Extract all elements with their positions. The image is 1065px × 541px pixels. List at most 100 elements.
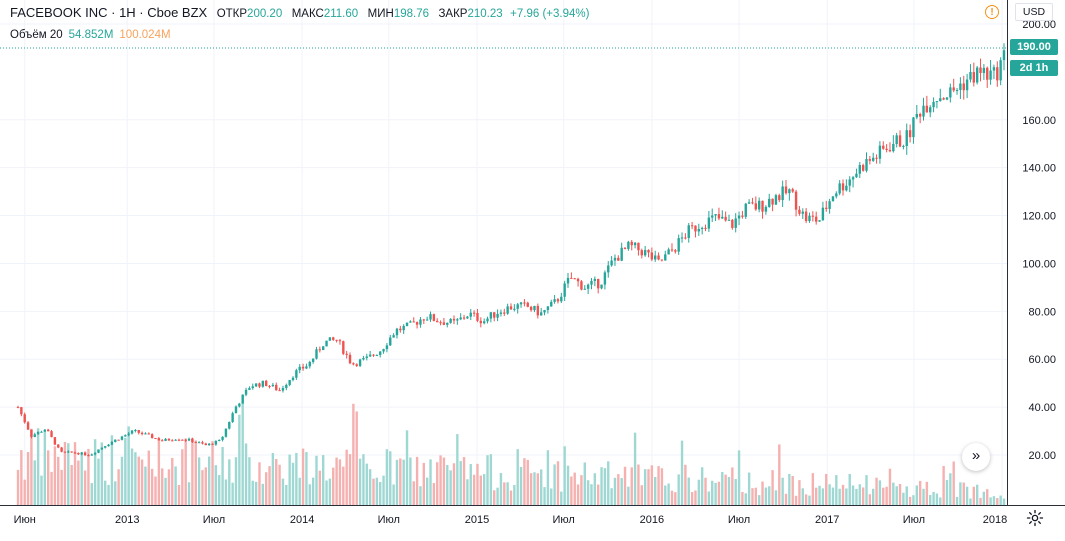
candle-body <box>456 319 459 321</box>
candle-body <box>811 215 815 217</box>
candle-body <box>982 67 986 74</box>
scroll-right-icon[interactable]: » <box>962 443 990 471</box>
volume-bar <box>503 482 506 505</box>
time-axis[interactable]: Июн 2013 Июл 2014 Июл 2015 Июл 2016 Июл 2017 Июл 20… <box>14 514 1008 526</box>
volume-bar <box>412 481 415 505</box>
last-price-tag: 190.00 <box>1010 39 1058 55</box>
volume-bar <box>419 486 422 505</box>
volume-bar <box>338 459 342 505</box>
candle-body <box>345 353 348 355</box>
candle-body <box>130 430 134 434</box>
candle-body <box>402 325 405 331</box>
candle-body <box>409 321 412 323</box>
candle-body <box>493 312 496 318</box>
candle-body <box>30 429 33 437</box>
volume-bar <box>244 443 248 505</box>
volume-bar <box>489 454 493 505</box>
candle-body <box>439 322 442 324</box>
price-axis[interactable]: 200.00 160.00 140.00 120.00 100.00 80.00 60.00… <box>1022 19 1056 462</box>
candle-body <box>553 299 556 302</box>
candle-body <box>697 228 701 232</box>
volume-bar <box>429 459 432 505</box>
volume-bar <box>321 455 325 505</box>
y-tick-label: 200.00 <box>1022 19 1056 31</box>
candle-body <box>228 421 231 429</box>
candle-body <box>241 394 244 404</box>
volume-bar <box>392 484 395 505</box>
volume-bar <box>630 467 633 505</box>
volume-bar <box>204 467 208 505</box>
y-tick-label: 160.00 <box>1022 115 1056 127</box>
volume-bar <box>197 457 201 505</box>
candle-body <box>596 278 600 289</box>
volume-bar <box>264 472 268 505</box>
volume-bar <box>234 457 238 505</box>
volume-bar <box>97 458 100 505</box>
candle-body <box>600 284 603 289</box>
candle-body <box>556 299 560 302</box>
volume-bar <box>53 446 57 505</box>
volume-bar <box>654 476 657 505</box>
volume-bar <box>794 495 798 505</box>
volume-bar <box>228 459 231 505</box>
candle-body <box>298 366 301 371</box>
volume-bar <box>493 490 496 505</box>
volume-bar <box>318 470 322 505</box>
candle-body <box>261 380 265 387</box>
volume-bar <box>231 482 234 505</box>
candle-body <box>221 436 224 440</box>
volume-bar <box>167 469 171 505</box>
candle-body <box>865 159 868 171</box>
volume-bar <box>174 466 177 505</box>
candle-body <box>607 265 610 273</box>
candle-body <box>342 341 345 354</box>
candle-body <box>731 219 734 228</box>
volume-bar <box>912 495 915 505</box>
candle-body <box>704 227 707 229</box>
volume-bar <box>855 488 858 505</box>
volume-bar <box>382 475 385 505</box>
volume-bar <box>583 462 586 505</box>
candle-body <box>291 377 295 380</box>
volume-bar <box>30 428 33 505</box>
volume-bar <box>288 454 291 505</box>
volume-bar <box>945 480 949 505</box>
candle-body <box>80 452 83 455</box>
volume-bar <box>224 479 228 505</box>
candle-body <box>452 318 456 321</box>
x-tick-label: 2018 <box>983 514 1007 526</box>
volume-bar <box>33 460 36 505</box>
currency-label[interactable]: USD <box>1015 3 1053 21</box>
volume-bar <box>93 439 97 505</box>
candle-body <box>389 337 392 346</box>
volume-bar <box>389 451 392 505</box>
candle-body <box>503 312 506 314</box>
high-value: 211.60 <box>323 8 359 20</box>
volume-bar <box>975 484 979 505</box>
candle-body <box>288 379 291 385</box>
candle-body <box>295 370 298 378</box>
volume-bar <box>194 440 197 505</box>
volume-bar <box>553 464 556 505</box>
volume-bar <box>875 477 878 505</box>
volume-bar <box>335 457 338 505</box>
candle-body <box>855 173 858 178</box>
candle-body <box>144 433 147 435</box>
gear-icon[interactable] <box>1026 509 1044 527</box>
candle-body <box>164 438 167 441</box>
volume-bar <box>687 477 690 505</box>
volume-bar <box>700 467 704 505</box>
volume-bar <box>918 480 922 505</box>
x-tick-label: Июл <box>203 514 225 526</box>
volume-bar <box>150 468 154 505</box>
y-tick-label: 40.00 <box>1028 402 1056 414</box>
candle-body <box>244 389 248 395</box>
candle-body <box>70 451 73 453</box>
candle-body <box>935 101 939 103</box>
warning-icon[interactable]: ! <box>985 5 999 19</box>
candle-body <box>583 288 586 290</box>
volume-bar <box>717 481 721 505</box>
volume-bar <box>77 460 80 505</box>
